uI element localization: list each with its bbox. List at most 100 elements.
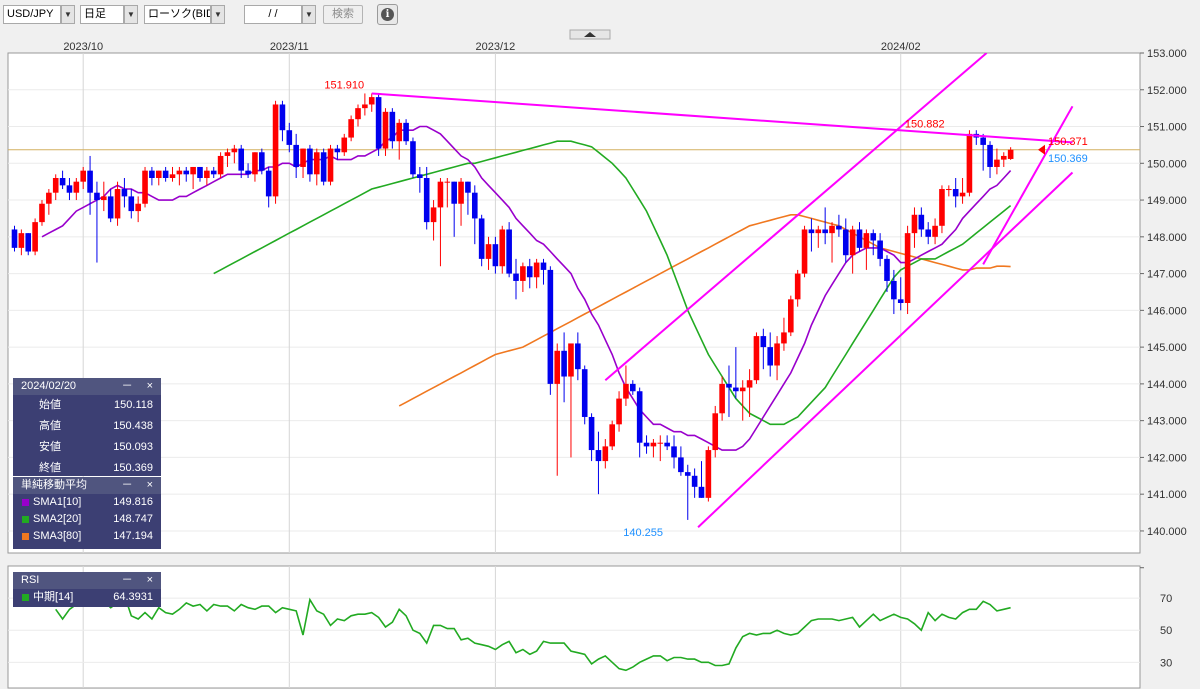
candle-down [884, 258, 890, 281]
candle-down [897, 299, 904, 303]
rsi-close-button[interactable]: × [146, 574, 153, 586]
candle-up [272, 104, 279, 197]
candle-down [492, 244, 499, 267]
trendline[interactable] [604, 53, 988, 381]
candle-up [554, 350, 561, 384]
month-label: 2023/12 [476, 41, 516, 53]
candle-up [966, 133, 973, 193]
trendline[interactable] [697, 171, 1074, 528]
sma-row-1[interactable]: SMA1[10] 149.816 [13, 494, 161, 511]
trendline[interactable] [371, 92, 1073, 144]
candle-down [334, 148, 341, 153]
candle-down [375, 97, 382, 149]
info-button[interactable]: i [377, 4, 398, 25]
month-label: 2024/02 [881, 41, 921, 53]
candle-down [259, 152, 265, 171]
candle-down [891, 280, 897, 300]
candle-up [657, 442, 664, 444]
period-select[interactable]: 日足 [80, 5, 124, 24]
candle-down [149, 170, 155, 178]
sma1-swatch [22, 499, 29, 506]
symbol-dropdown-arrow-icon[interactable]: ▼ [61, 5, 75, 24]
sma-value: 148.747 [113, 513, 153, 525]
ohlc-close-button[interactable]: × [146, 380, 153, 392]
price-tick-label: 145.000 [1147, 342, 1187, 354]
ohlc-label: 終値 [39, 462, 61, 474]
sma-panel: 単純移動平均 － × SMA1[10] 149.816 SMA2[20] 148.74… [13, 477, 161, 549]
candle-up [932, 225, 938, 237]
rsi-label: 中期[14] [33, 591, 74, 603]
candle-down [471, 192, 478, 219]
candle-up [341, 137, 348, 153]
candle-up [18, 233, 25, 248]
current-price-tag: 150.371 [1048, 136, 1088, 148]
candle-down [581, 369, 588, 417]
month-label: 2023/11 [270, 41, 309, 53]
candle-up [788, 299, 794, 333]
candle-up [224, 152, 231, 156]
candle-up [746, 380, 753, 388]
symbol-select[interactable]: USD/JPY [3, 5, 61, 24]
candle-up [602, 446, 609, 462]
candle-down [478, 218, 485, 259]
candle-up [252, 152, 258, 175]
chart-type-select[interactable]: ローソク(BID) [144, 5, 211, 24]
date-input[interactable]: / / [244, 5, 302, 24]
candle-up [1007, 149, 1014, 159]
candle-down [698, 486, 705, 498]
candle-up [1000, 155, 1007, 160]
chart-type-dropdown-arrow-icon[interactable]: ▼ [211, 5, 225, 24]
rsi-row[interactable]: 中期[14] 64.3931 [13, 589, 161, 606]
candle-down [987, 144, 993, 167]
ohlc-minimize-button[interactable]: － [121, 380, 133, 392]
candle-up [327, 148, 334, 182]
collapse-up-icon[interactable] [584, 32, 596, 37]
candle-down [59, 178, 66, 186]
candle-up [396, 122, 403, 142]
candle-down [664, 442, 670, 447]
sma-row-2[interactable]: SMA2[20] 148.747 [13, 511, 161, 528]
sma-row-3[interactable]: SMA3[80] 147.194 [13, 528, 161, 545]
chart-area[interactable]: 153.000 152.000 151.000 150.000 149.000 148.0… [0, 28, 1200, 689]
candle-up [114, 189, 121, 219]
ohlc-value: 150.438 [113, 420, 153, 432]
ohlc-row-close: 終値 150.369 [13, 458, 161, 479]
trendline[interactable] [982, 105, 1074, 265]
rsi-minimize-button[interactable]: － [121, 574, 133, 586]
candle-up [204, 170, 210, 178]
sma-minimize-button[interactable]: － [121, 479, 133, 491]
candle-up [939, 189, 945, 226]
candle-down [526, 266, 533, 278]
candle-down [183, 170, 190, 175]
candle-down [842, 229, 849, 256]
sma-close-button[interactable]: × [146, 479, 153, 491]
candle-up [231, 148, 238, 153]
candle-up [101, 196, 107, 201]
candle-down [417, 174, 423, 178]
candle-up [959, 192, 966, 197]
candle-up [430, 207, 437, 223]
candle-up [190, 166, 196, 175]
candle-down [952, 189, 959, 197]
period-dropdown-arrow-icon[interactable]: ▼ [124, 5, 138, 24]
candle-down [630, 383, 636, 392]
candle-up [368, 97, 375, 105]
moving-averages [41, 125, 1012, 672]
candle-down [925, 229, 932, 237]
candle-down [918, 214, 925, 230]
price-tick-label: 148.000 [1147, 232, 1187, 244]
candle-down [11, 229, 18, 248]
search-button[interactable]: 検索 [323, 5, 363, 24]
price-tick-label: 142.000 [1147, 452, 1187, 464]
toolbar: USD/JPY ▼ 日足 ▼ ローソク(BID) ▼ / / ▼ 検索 i [0, 0, 1200, 28]
candle-down [760, 336, 767, 348]
candle-down [320, 152, 327, 182]
candle-down [245, 170, 251, 175]
candle-down [684, 472, 691, 476]
price-tick-label: 141.000 [1147, 489, 1187, 501]
candle-up [863, 233, 870, 248]
date-dropdown-arrow-icon[interactable]: ▼ [302, 5, 316, 24]
candle-up [520, 266, 526, 281]
candle-up [135, 203, 141, 212]
candle-up [849, 229, 856, 256]
